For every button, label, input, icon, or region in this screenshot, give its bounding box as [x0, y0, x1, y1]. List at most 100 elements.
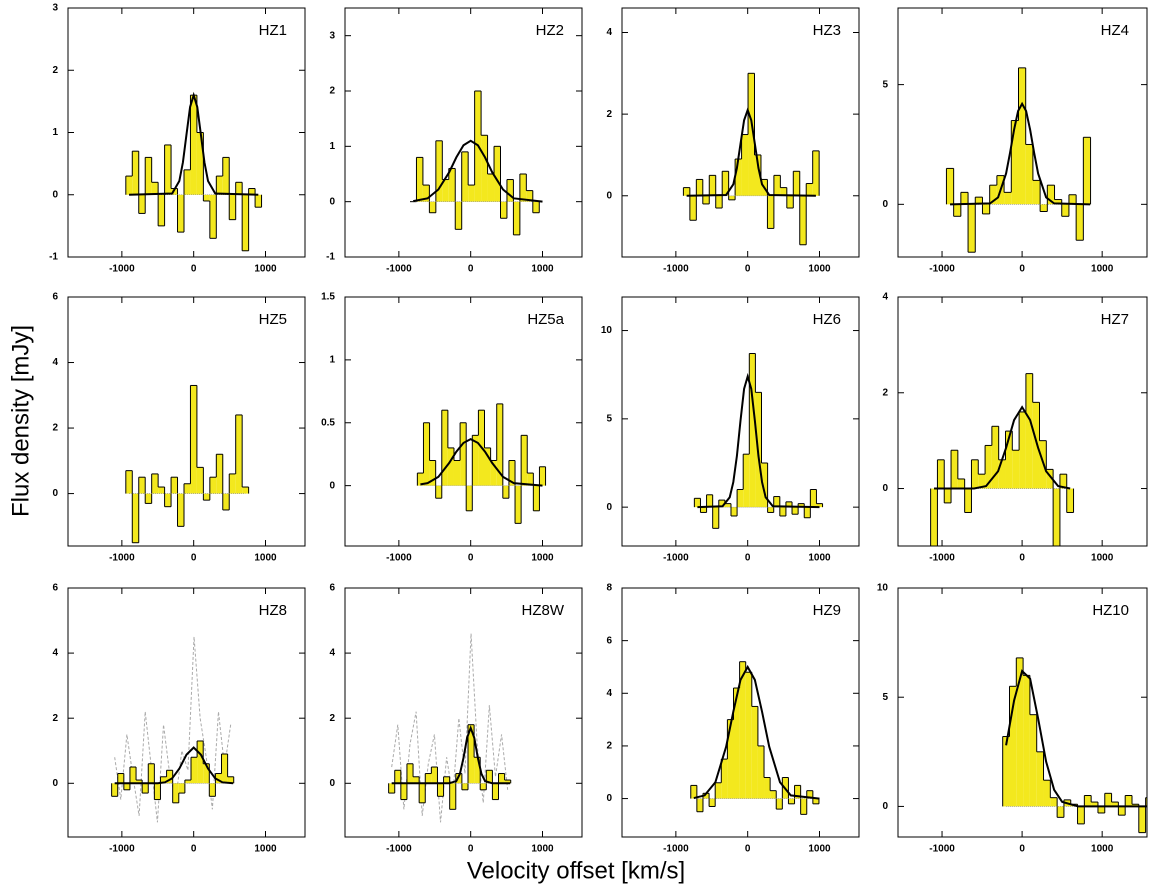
flux-bar [417, 473, 424, 486]
plot-area [409, 90, 543, 236]
flux-bar [982, 204, 990, 214]
flux-bar [1040, 204, 1048, 212]
flux-bar [487, 174, 495, 202]
y-axis-label: Flux density [mJy] [7, 325, 34, 517]
flux-bar [145, 157, 152, 195]
flux-bar [171, 477, 178, 494]
flux-bar [989, 185, 997, 205]
flux-bar [145, 493, 152, 504]
flux-bar [527, 473, 534, 486]
axes-frame [621, 296, 860, 547]
flux-bar [946, 168, 954, 205]
x-tick-label: -1000 [929, 844, 955, 855]
x-tick-label: 0 [745, 553, 751, 564]
flux-bar [700, 507, 707, 513]
plot-area [388, 633, 512, 823]
flux-bar [748, 73, 755, 196]
flux-bar [178, 783, 185, 794]
flux-bar [158, 194, 165, 226]
flux-bar [702, 195, 710, 204]
flux-bar [406, 763, 414, 784]
flux-bar [960, 192, 969, 205]
flux-bar [203, 194, 210, 201]
plot-area [125, 91, 263, 252]
flux-bar [794, 785, 801, 799]
y-tick-label: 0 [329, 480, 335, 491]
y-tick-label: 1 [329, 141, 335, 152]
y-tick-label: 0 [52, 778, 58, 789]
flux-bar [715, 195, 723, 209]
panel: -1000 0 1000 0 2 4 6 HZ8W [329, 583, 583, 855]
flux-bar [727, 719, 734, 799]
flux-bar [1012, 450, 1020, 489]
y-tick-label: 0 [882, 483, 888, 494]
flux-bar [1138, 806, 1146, 833]
flux-bar [749, 353, 756, 508]
x-tick-label: 1000 [254, 844, 277, 855]
x-tick-label: 0 [1019, 844, 1025, 855]
y-tick-label: 5 [882, 692, 888, 703]
flux-bar [1025, 373, 1033, 489]
flux-bar [1016, 657, 1024, 807]
x-tick-label: -1000 [386, 844, 412, 855]
flux-bar [810, 489, 817, 508]
panel: -1000 0 1000 0 2 4 6 8 HZ9 [606, 583, 860, 855]
axes-frame [621, 587, 860, 838]
flux-bar [964, 488, 972, 513]
x-tick-label: -1000 [663, 264, 689, 275]
x-tick-label: 0 [745, 844, 751, 855]
flux-bar [449, 783, 456, 810]
flux-bar [413, 776, 420, 784]
y-tick-label: 0 [329, 778, 335, 789]
flux-bar [196, 132, 204, 195]
flux-bar [490, 460, 497, 486]
gaussian-fit [950, 101, 1091, 206]
flux-bar [164, 144, 172, 195]
axes-frame [344, 296, 583, 547]
flux-bar [435, 140, 443, 202]
y-tick-label: 2 [329, 713, 335, 724]
flux-bar [1068, 194, 1077, 205]
flux-bar [484, 447, 491, 486]
gaussian-fit [934, 405, 1071, 490]
flux-bar [806, 790, 813, 799]
flux-bar [242, 194, 249, 251]
flux-bar [1009, 686, 1017, 807]
flux-bar [242, 487, 249, 494]
x-tick-label: -1000 [929, 264, 955, 275]
flux-bar [216, 176, 223, 195]
flux-bar [229, 194, 236, 220]
flux-bar [745, 672, 752, 799]
flux-bar [1118, 806, 1126, 816]
flux-bar [222, 493, 230, 510]
x-tick-label: 1000 [808, 844, 831, 855]
flux-bar [1004, 192, 1012, 205]
flux-bar [793, 171, 800, 196]
flux-bar [442, 179, 449, 202]
flux-bar [968, 204, 976, 253]
flux-bar [1125, 795, 1132, 807]
flux-bar [683, 187, 690, 196]
flux-bar [1018, 67, 1026, 205]
x-tick-label: -1000 [109, 844, 135, 855]
x-tick-label: -1000 [663, 844, 689, 855]
y-tick-label: 4 [882, 292, 888, 303]
flux-bar [696, 798, 703, 812]
flux-bar [177, 194, 184, 233]
y-tick-label: 6 [52, 292, 58, 303]
flux-bar [991, 426, 999, 489]
flux-bar [800, 798, 807, 815]
y-tick-label: 2 [52, 713, 58, 724]
flux-bar [1025, 144, 1033, 205]
y-tick-label: 6 [329, 583, 335, 594]
flux-bar [123, 783, 130, 790]
gaussian-fit [1005, 669, 1147, 808]
flux-bar [235, 414, 243, 494]
flux-bar [416, 157, 423, 202]
y-tick-label: 10 [877, 583, 889, 594]
flux-bar [515, 485, 522, 524]
flux-bar [694, 498, 701, 508]
flux-bar [132, 493, 139, 543]
y-tick-label: 0 [606, 793, 612, 804]
y-tick-label: 4 [329, 648, 335, 659]
